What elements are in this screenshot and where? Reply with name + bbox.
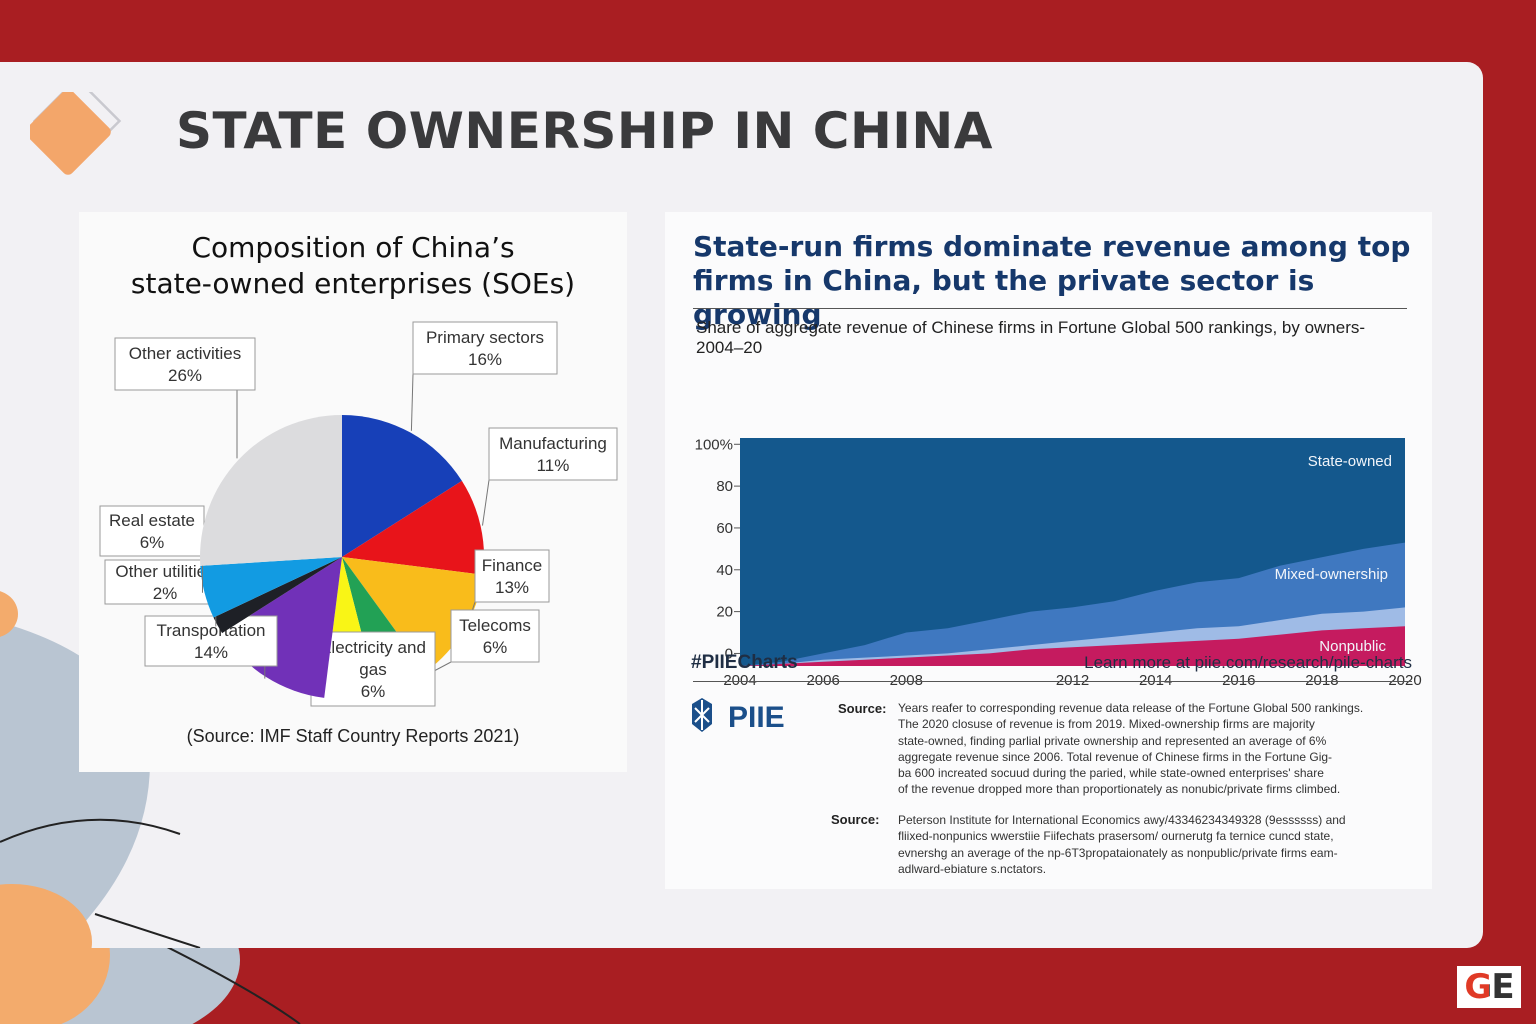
pie-slice [342, 415, 462, 557]
learn-more-link[interactable]: Learn more at piie.com/research/pile-cha… [1084, 653, 1412, 672]
area-chart: 0 20 40 60 80 100% 2004 2006 2008 2012 2014 2016 201… [695, 436, 1422, 689]
pie-slice-label: Real estate [109, 511, 195, 530]
pie-callout-box [488, 427, 618, 481]
source-line: Peterson Institute for International Eco… [898, 813, 1346, 827]
pie-slice-percent-label: 13% [495, 578, 529, 597]
source-line: The 2020 closuse of revenue is from 2019… [898, 717, 1315, 732]
slide-panel: STATE OWNERSHIP IN CHINA Composition of … [0, 62, 1483, 948]
x-axis-tick-label: 2004 [723, 672, 756, 689]
pie-slice-percent-label: 2% [153, 584, 178, 603]
pie-slice-percent-label: 26% [168, 366, 202, 385]
source-line: ba 600 increated socuud during the parie… [898, 766, 1324, 781]
y-axis-tick-label: 40 [716, 562, 733, 579]
source-line: fliixed-nonpunics wwerstiie Fiifechats p… [898, 829, 1334, 844]
y-axis-tick-label: 60 [716, 520, 733, 537]
source-label: Source: [838, 701, 887, 716]
decor-blob-orange [0, 884, 92, 948]
y-axis-tick-label: 0 [725, 645, 733, 662]
pie-slice-label: Finance [482, 556, 542, 575]
area-chart-title: State-run firms dominate revenue among t… [693, 230, 1413, 332]
x-axis-tick-label: 2012 [1056, 672, 1089, 689]
x-axis-tick-label: 2006 [806, 672, 839, 689]
pie-title-line: state-owned enterprises (SOEs) [130, 267, 576, 300]
area-title-line: State-run firms dominate revenue among t… [693, 230, 1411, 263]
pie-slice-percent-label: 14% [194, 643, 228, 662]
y-axis-tick-label: 100% [695, 436, 733, 453]
area-title-line: firms in China, but the private sector i… [693, 264, 1315, 331]
pie-callout-box [144, 615, 278, 667]
pie-slice-label: Primary sectors [426, 328, 544, 347]
area-series-nonpublic [740, 626, 1405, 666]
pie-slice [342, 557, 483, 672]
y-axis-tick-label: 20 [716, 604, 733, 621]
decor-blob-orange-left [0, 591, 18, 637]
series-label: Mixed-ownership [1275, 566, 1388, 583]
subtitle-line: Share of aggregate revenue of Chinese fi… [696, 318, 1366, 337]
pie-chart: Primary sectors 16% Manufacturing 11% Financ… [99, 321, 618, 707]
pie-slice-percent-label: 6% [361, 682, 386, 701]
pie-slice [342, 480, 485, 575]
area-chart-subtitle: Share of aggregate revenue of Chinese fi… [696, 318, 1406, 358]
pie-slice-percent-label: 6% [140, 533, 165, 552]
source-note-text: Years reafer to corresponding revenue da… [898, 700, 1418, 798]
pie-slice [200, 557, 342, 618]
pie-callout-box [114, 337, 256, 391]
pie-slice [213, 557, 342, 634]
pie-callout-box [310, 631, 436, 707]
pie-slice-label: Other utilities [115, 562, 214, 581]
pie-slice-label: Other activities [129, 344, 241, 363]
pie-slice [200, 415, 342, 566]
area-chart-card: State-run firms dominate revenue among t… [665, 212, 1432, 889]
pie-slice-percent-label: 11% [537, 456, 570, 475]
pie-chart-card: Composition of China’s state-owned enter… [79, 212, 627, 772]
pie-slice-label: Transportation [157, 621, 266, 640]
pie-callout-leader [482, 479, 490, 526]
diamond-icon [30, 92, 122, 175]
decor-curve-line [94, 913, 201, 948]
x-axis-tick-label: 2014 [1139, 672, 1172, 689]
source-line: of the revenue dropped more than proport… [898, 782, 1341, 797]
piie-logo: PIIE [692, 698, 785, 734]
pie-slice-label: Electricity and [320, 638, 426, 657]
y-axis-tick-label: 80 [716, 478, 733, 495]
pie-callout-box [450, 609, 540, 663]
pie-callout-box [412, 321, 558, 375]
pie-slice-label: Telecoms [459, 616, 531, 635]
pie-slice-percent-label: 6% [483, 638, 508, 657]
pie-chart-title: Composition of China’s state-owned enter… [79, 230, 627, 302]
piie-logo-text: PIIE [728, 701, 785, 734]
ge-logo-badge: GE [1457, 966, 1521, 1008]
ge-badge-text: GE [1464, 967, 1514, 1007]
source-line: Years reafer to corresponding revenue da… [898, 701, 1364, 715]
x-axis-tick-label: 2008 [890, 672, 923, 689]
x-axis-tick-label: 2016 [1222, 672, 1255, 689]
pie-chart-source: (Source: IMF Staff Country Reports 2021) [186, 726, 520, 746]
source-line: state-owned, finding parlial private own… [898, 733, 1327, 748]
source-line: evnershg an average of the np-6T3propata… [898, 845, 1338, 860]
series-label: Nonpublic [1319, 638, 1386, 655]
footer-divider [693, 681, 1412, 682]
source-citation-text: Peterson Institute for International Eco… [898, 812, 1418, 877]
x-axis-tick-label: 2018 [1305, 672, 1338, 689]
pie-callout-leader [410, 373, 414, 431]
pie-callout-box [474, 549, 550, 603]
pie-slice-percent-label: 16% [468, 350, 502, 369]
pie-title-line: Composition of China’s [191, 231, 515, 264]
source-label-2: Source: [831, 812, 880, 827]
source-line: adlward-ebiature s.nctators. [898, 861, 1047, 876]
page-title: STATE OWNERSHIP IN CHINA [176, 102, 993, 160]
series-label: State-owned [1308, 453, 1392, 470]
source-line: aggregate revenue since 2006. Total reve… [898, 749, 1333, 764]
pie-slice-label: gas [359, 660, 386, 679]
x-axis-tick-label: 2020 [1388, 672, 1421, 689]
decor-curve-line [0, 818, 181, 843]
hashtag-label: #PIIECharts [691, 652, 798, 673]
pie-slice-label: Manufacturing [499, 434, 607, 453]
title-divider [693, 308, 1407, 309]
subtitle-line: 2004–20 [696, 338, 763, 357]
